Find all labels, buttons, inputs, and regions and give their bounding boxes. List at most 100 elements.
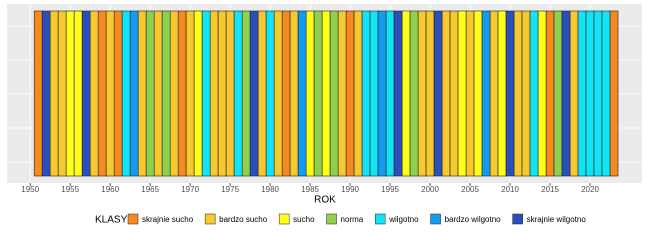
stripe xyxy=(145,10,155,177)
stripe xyxy=(33,10,43,177)
x-tick-label: 1960 xyxy=(101,185,119,194)
stripe xyxy=(185,10,195,177)
stripe xyxy=(97,10,107,177)
stripe xyxy=(577,10,587,177)
legend-label: bardzo wilgotno xyxy=(445,215,502,224)
legend-swatch xyxy=(326,213,337,225)
stripe xyxy=(233,10,243,177)
stripe xyxy=(401,10,411,177)
stripe xyxy=(105,10,115,177)
stripe xyxy=(321,10,331,177)
x-tick-label: 1980 xyxy=(261,185,279,194)
x-axis-title: ROK xyxy=(314,195,336,206)
stripe xyxy=(465,10,475,177)
x-tick-label: 2000 xyxy=(421,185,439,194)
stripe xyxy=(121,10,131,177)
stripe xyxy=(129,10,139,177)
stripe xyxy=(505,10,515,177)
x-tick-label: 2010 xyxy=(501,185,519,194)
stripe xyxy=(217,10,227,177)
x-tick-label: 1955 xyxy=(61,185,79,194)
stripe xyxy=(513,10,523,177)
x-tick-label: 1965 xyxy=(141,185,159,194)
stripe xyxy=(89,10,99,177)
chart: ROK KLASY 1950 1955 1960 1965 1970 1975 1980 19… xyxy=(7,4,642,226)
legend-swatch xyxy=(204,213,216,225)
stripe xyxy=(425,10,435,177)
stripe xyxy=(209,10,219,177)
stripe xyxy=(409,10,419,177)
stripe xyxy=(305,10,315,177)
stripe xyxy=(593,10,603,177)
stripe xyxy=(201,10,211,177)
stripe xyxy=(329,10,339,177)
stripe xyxy=(153,10,163,177)
stripe xyxy=(49,10,59,177)
stripe xyxy=(497,10,507,177)
legend-swatch xyxy=(430,213,441,225)
stripe xyxy=(601,10,611,177)
legend-label: bardzo sucho xyxy=(219,215,268,224)
stripe xyxy=(193,10,203,177)
stripe xyxy=(137,10,147,177)
stripe xyxy=(545,10,555,177)
x-tick-label: 1985 xyxy=(301,185,319,194)
legend-label: sucho xyxy=(293,215,315,224)
stripe xyxy=(345,10,355,177)
stripe xyxy=(553,10,563,177)
stripe xyxy=(281,10,291,177)
stripe xyxy=(433,10,443,177)
stripe xyxy=(569,10,579,177)
stripe xyxy=(337,10,347,177)
stripe xyxy=(249,10,259,177)
legend-label: norma xyxy=(341,215,364,224)
stripe xyxy=(57,10,67,177)
stripe xyxy=(113,10,123,177)
stripe xyxy=(393,10,403,177)
legend-label: wilgotno xyxy=(388,215,419,224)
legend-label: skrajnie sucho xyxy=(142,215,194,224)
stripe xyxy=(361,10,371,177)
stripe xyxy=(65,10,75,177)
stripe xyxy=(561,10,571,177)
x-tick-label: 1995 xyxy=(381,185,399,194)
stripe xyxy=(585,10,595,177)
stripe xyxy=(521,10,531,177)
stripe xyxy=(449,10,459,177)
stripe xyxy=(81,10,91,177)
stripe xyxy=(441,10,451,177)
stripe xyxy=(257,10,267,177)
stripe xyxy=(169,10,179,177)
stripe xyxy=(297,10,307,177)
x-tick-label: 2005 xyxy=(461,185,479,194)
stripe xyxy=(177,10,187,177)
stripe xyxy=(273,10,283,177)
stripe xyxy=(313,10,323,177)
stripe xyxy=(385,10,395,177)
stripe xyxy=(417,10,427,177)
stripe xyxy=(489,10,499,177)
stripe xyxy=(225,10,235,177)
stripe xyxy=(289,10,299,177)
legend-label: skrajnie wilgotno xyxy=(527,215,587,224)
x-tick-label: 2020 xyxy=(581,185,599,194)
stripe xyxy=(537,10,547,177)
stripe xyxy=(265,10,275,177)
stripe xyxy=(609,10,619,177)
stripe xyxy=(377,10,387,177)
stripe xyxy=(161,10,171,177)
stripe xyxy=(481,10,491,177)
x-tick-label: 1970 xyxy=(181,185,199,194)
x-tick-label: 1990 xyxy=(341,185,359,194)
stripe xyxy=(241,10,251,177)
legend-swatch xyxy=(512,213,523,225)
stripe xyxy=(353,10,363,177)
legend-swatch xyxy=(278,213,290,225)
stripe xyxy=(73,10,83,177)
legend-swatch xyxy=(127,213,139,225)
stripe xyxy=(457,10,467,177)
stripe xyxy=(529,10,539,177)
stripe xyxy=(473,10,483,177)
x-tick-label: 1975 xyxy=(221,185,239,194)
legend-title: KLASY xyxy=(95,215,128,226)
